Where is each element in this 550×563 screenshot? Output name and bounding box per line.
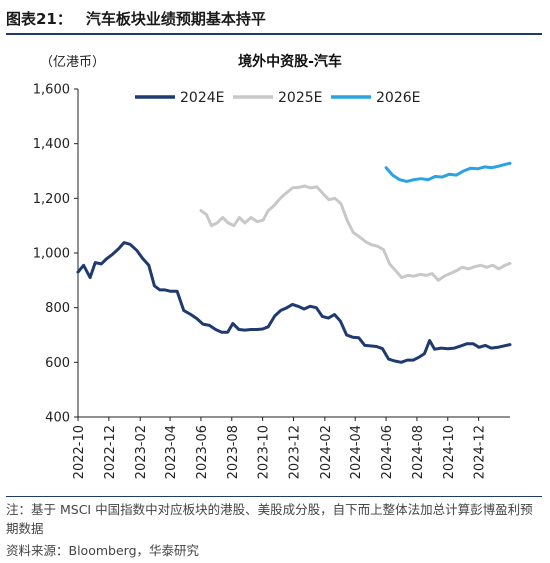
y-tick-label: 400 <box>45 411 70 426</box>
x-tick-label: 2022-12 <box>103 425 118 479</box>
y-axis: 400 600 800 1,000 1,200 1,400 1,600 <box>33 83 79 426</box>
x-tick-label: 2023-08 <box>226 425 241 479</box>
x-tick-label: 2023-04 <box>164 425 179 479</box>
legend-label-2026E: 2026E <box>376 90 420 106</box>
chart-title: 境外中资股-汽车 <box>238 53 342 70</box>
x-tick-label: 2024-08 <box>411 425 426 479</box>
series-line-2025E <box>199 184 512 282</box>
figure-label: 图表21： <box>6 10 72 28</box>
series-line-2026E <box>384 161 512 183</box>
x-tick-label: 2024-06 <box>380 425 395 479</box>
footer-rule <box>6 496 542 497</box>
footnote-text: 注：基于 MSCI 中国指数中对应板块的港股、美股成分股，自下而上整体法加总计算… <box>6 502 533 536</box>
legend-label-2024E: 2024E <box>180 90 224 106</box>
y-tick-label: 1,600 <box>33 83 70 98</box>
y-tick-label: 1,000 <box>33 247 70 262</box>
x-tick-label: 2023-12 <box>287 425 302 479</box>
x-tick-label: 2024-02 <box>319 425 334 479</box>
series-group <box>76 161 512 364</box>
source-text: 资料来源：Bloomberg，华泰研究 <box>6 543 199 558</box>
title-rule <box>6 33 542 35</box>
line-chart: （亿港币） 境外中资股-汽车 2024E 2025E 2026E 400 600 800… <box>33 53 512 479</box>
x-tick-label: 2024-04 <box>349 425 364 479</box>
series-line-2024E <box>76 241 512 364</box>
y-tick-label: 1,200 <box>33 192 70 207</box>
x-axis: 2022-10 2022-12 2023-02 2023-04 2023-06 2023-… <box>72 416 510 479</box>
legend-label-2025E: 2025E <box>278 90 322 106</box>
x-tick-label: 2023-02 <box>134 425 149 479</box>
y-tick-label: 1,400 <box>33 137 70 152</box>
y-axis-unit-label: （亿港币） <box>40 55 105 70</box>
x-tick-label: 2023-10 <box>257 425 272 479</box>
y-tick-label: 600 <box>45 356 70 371</box>
figure-heading: 汽车板块业绩预期基本持平 <box>85 10 266 28</box>
x-tick-label: 2022-10 <box>72 425 87 479</box>
x-tick-label: 2024-12 <box>473 425 488 479</box>
y-tick-label: 800 <box>45 301 70 316</box>
x-tick-label: 2023-06 <box>195 425 210 479</box>
figure-title: 图表21： 汽车板块业绩预期基本持平 <box>6 8 266 29</box>
x-tick-label: 2024-10 <box>442 425 457 479</box>
chart-legend: 2024E 2025E 2026E <box>135 90 420 106</box>
